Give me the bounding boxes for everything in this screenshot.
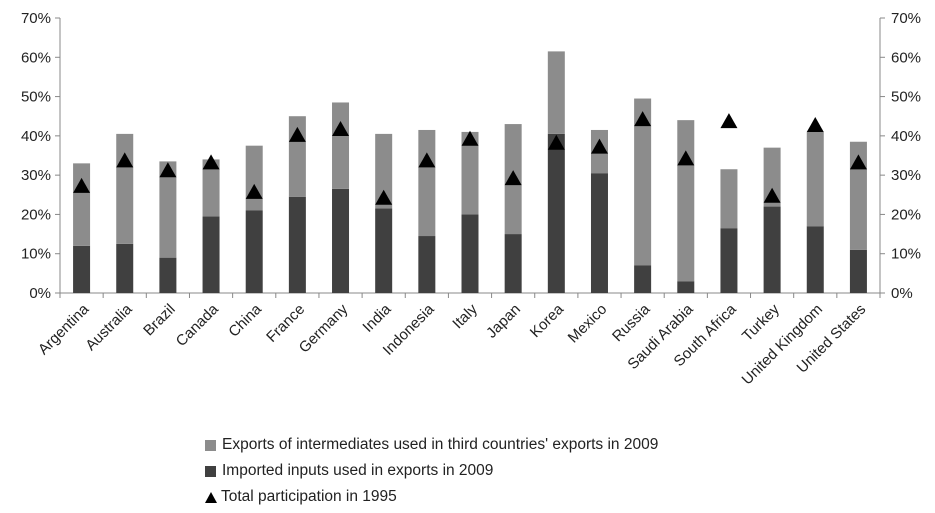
left-tick-label: 20%	[21, 206, 51, 223]
bar-imported-inputs	[159, 257, 177, 293]
legend-item-imported-inputs: Imported inputs used in exports in 2009	[205, 458, 658, 484]
legend-label: Imported inputs used in exports in 2009	[222, 462, 494, 479]
bar-imported-inputs	[806, 226, 824, 293]
x-category-label: Mexico	[565, 301, 611, 347]
x-category-label: China	[225, 300, 265, 340]
marker-total-1995	[245, 183, 263, 199]
bar-exports-intermediates	[116, 133, 134, 244]
bar-exports-intermediates	[806, 131, 824, 227]
left-y-axis: 0% 10% 20% 30% 40% 50% 60% 70%	[21, 10, 881, 302]
marker-total-1995	[332, 120, 350, 136]
bar-exports-intermediates	[245, 145, 263, 211]
bar-group	[73, 51, 867, 293]
marker-total-1995	[159, 162, 177, 178]
x-category-label: Canada	[173, 300, 223, 350]
bar-exports-intermediates	[634, 98, 652, 266]
left-tick-label: 50%	[21, 89, 51, 106]
bar-imported-inputs	[547, 133, 565, 293]
bar-imported-inputs	[590, 173, 608, 293]
chart-canvas: 0% 10% 20% 30% 40% 50% 60% 70% 0% 10% 20% 30% 40% 50…	[21, 10, 921, 388]
bar-imported-inputs	[849, 249, 867, 293]
legend-item-total-1995: Total participation in 1995	[205, 484, 658, 510]
x-category-label: Japan	[483, 301, 524, 342]
right-tick-label: 20%	[891, 206, 921, 223]
bar-imported-inputs	[677, 281, 695, 293]
marker-total-1995	[116, 152, 134, 168]
bar-imported-inputs	[245, 210, 263, 293]
right-tick-label: 40%	[891, 128, 921, 145]
bar-imported-inputs	[288, 196, 306, 293]
marker-total-1995	[418, 152, 436, 168]
bar-exports-intermediates	[763, 147, 781, 207]
bar-exports-intermediates	[375, 133, 393, 209]
marker-total-1995	[375, 189, 393, 205]
marker-total-1995	[461, 130, 479, 146]
right-tick-label: 10%	[891, 246, 921, 263]
legend-label: Total participation in 1995	[221, 488, 397, 505]
legend-item-exports-intermediates: Exports of intermediates used in third c…	[205, 432, 658, 458]
marker-total-1995	[288, 126, 306, 142]
marker-total-1995	[590, 138, 608, 154]
bar-imported-inputs	[332, 188, 350, 293]
marker-total-1995	[806, 117, 824, 133]
bar-imported-inputs	[461, 214, 479, 293]
marker-total-1995	[547, 134, 565, 150]
bar-imported-inputs	[73, 245, 91, 293]
bar-imported-inputs	[202, 216, 220, 293]
right-tick-label: 0%	[891, 285, 913, 302]
bar-imported-inputs	[375, 208, 393, 293]
left-tick-label: 70%	[21, 10, 51, 27]
marker-total-1995	[763, 187, 781, 203]
marker-total-1995	[634, 111, 652, 127]
marker-total-1995	[202, 154, 220, 170]
left-tick-label: 60%	[21, 49, 51, 66]
left-tick-label: 40%	[21, 128, 51, 145]
bar-imported-inputs	[504, 234, 522, 293]
right-tick-label: 50%	[891, 89, 921, 106]
bar-imported-inputs	[116, 243, 134, 293]
marker-total-1995	[849, 154, 867, 170]
right-y-axis: 0% 10% 20% 30% 40% 50% 60% 70%	[879, 10, 921, 302]
x-category-label: Brazil	[140, 301, 179, 340]
legend-swatch-dark	[205, 465, 216, 477]
x-category-label: India	[359, 300, 394, 335]
triangle-icon	[205, 491, 217, 503]
x-category-label: Argentina	[35, 300, 93, 358]
x-category-label: Italy	[449, 300, 481, 332]
left-tick-label: 0%	[29, 285, 51, 302]
x-category-label: Korea	[527, 300, 568, 341]
bar-exports-intermediates	[418, 129, 436, 237]
legend: Exports of intermediates used in third c…	[205, 432, 658, 510]
bar-exports-intermediates	[159, 161, 177, 258]
bar-imported-inputs	[418, 236, 436, 293]
bar-exports-intermediates	[547, 51, 565, 134]
marker-group	[73, 111, 867, 205]
left-tick-label: 30%	[21, 167, 51, 184]
bar-imported-inputs	[634, 265, 652, 293]
bar-imported-inputs	[763, 206, 781, 293]
left-tick-label: 10%	[21, 246, 51, 263]
marker-total-1995	[73, 177, 91, 193]
legend-label: Exports of intermediates used in third c…	[222, 436, 659, 453]
bar-exports-intermediates	[677, 120, 695, 282]
bar-exports-intermediates	[73, 163, 91, 246]
marker-total-1995	[677, 150, 695, 166]
bar-imported-inputs	[720, 228, 738, 293]
right-tick-label: 70%	[891, 10, 921, 27]
marker-total-1995	[720, 113, 738, 129]
bar-exports-intermediates	[202, 159, 220, 217]
legend-swatch-light	[205, 439, 216, 451]
bar-exports-intermediates	[720, 169, 738, 229]
right-tick-label: 60%	[891, 49, 921, 66]
bar-exports-intermediates	[461, 131, 479, 215]
right-tick-label: 30%	[891, 167, 921, 184]
marker-total-1995	[504, 170, 522, 186]
x-category-label: Australia	[82, 300, 136, 354]
bar-exports-intermediates	[332, 102, 350, 189]
